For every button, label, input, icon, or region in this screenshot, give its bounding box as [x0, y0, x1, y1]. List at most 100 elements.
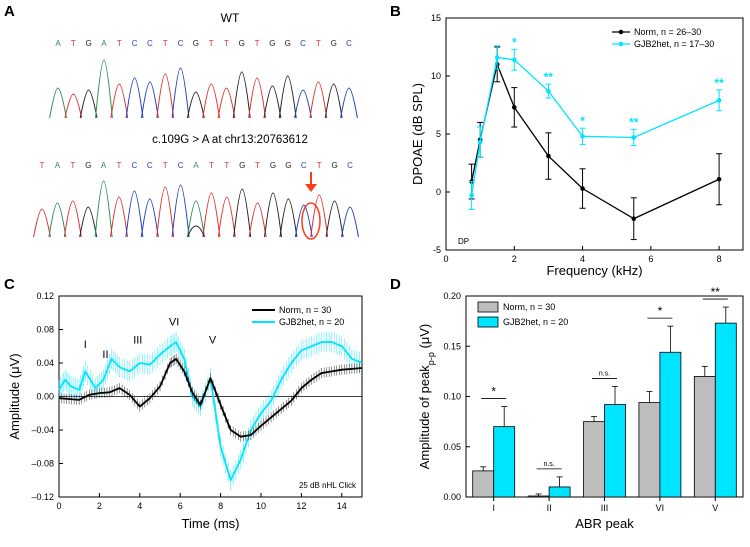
chart-d-significance-label: n.s.	[599, 370, 610, 377]
wt-sequence-base: G	[239, 39, 245, 48]
chart-b-y-tick-label: -5	[433, 245, 441, 255]
panel-d-letter: D	[390, 276, 401, 293]
mutant-sequence-base: G	[331, 161, 337, 170]
panel-d: D 0.00 0.05 0.10 0.15 0.20 I * II n.s. III n.s. VI *…	[390, 276, 744, 531]
mutTrace-peak	[110, 196, 128, 238]
chart-d-norm-bar	[638, 402, 661, 498]
chart-d-y-tick-label: 0.15	[443, 341, 461, 351]
chart-d-x-tick-label: II	[547, 503, 552, 513]
chart-c-y-axis-label: Amplitude (μV)	[7, 353, 22, 439]
wtTrace-peak	[79, 89, 98, 119]
panel-c-letter: C	[4, 276, 15, 293]
wt-sequence-base: C	[346, 39, 352, 48]
chart-d-y-axis-label-subscript: p-p	[426, 352, 436, 365]
chart-d-significance-label: *	[491, 385, 496, 399]
mutant-sequence-base: G	[285, 161, 291, 170]
mutTrace-peak	[171, 184, 190, 238]
chart-d-x-tick-label: VI	[656, 503, 665, 513]
mutant-sequence-base: G	[239, 161, 245, 170]
mutant-sequence-base: A	[55, 161, 61, 170]
mutTrace-peak	[63, 200, 82, 238]
wt-sequence-base: T	[224, 39, 229, 48]
mutTrace-peak	[125, 190, 144, 238]
chart-b-gjb2het-point	[494, 55, 500, 60]
mutant-sequence-base: T	[255, 161, 260, 170]
wtTrace-peak	[278, 75, 297, 119]
mutTrace-peak	[33, 208, 51, 238]
chart-d-significance-label: n.s.	[543, 461, 554, 468]
chart-d-significance-label: *	[658, 304, 663, 318]
wt-sequence-base: G	[285, 39, 291, 48]
mutTrace-peak	[79, 206, 98, 238]
mutTrace-peak	[325, 200, 344, 238]
panel-b-letter: B	[390, 3, 401, 20]
chart-c-peak-label: II	[102, 349, 108, 361]
chart-d-gjb2het-bar	[714, 322, 737, 498]
chart-b-x-tick-label: 6	[648, 254, 653, 264]
wt-sequence-base: C	[300, 39, 306, 48]
chart-c-x-tick-label: 12	[296, 501, 306, 511]
mutTrace-peak	[310, 194, 329, 238]
chart-d-norm-bar	[527, 495, 550, 498]
wtTrace-peak	[95, 59, 113, 119]
mutant-sequence-base: A	[101, 161, 107, 170]
wt-label: WT	[221, 11, 240, 25]
chart-c-stimulus-annotation: 25 dB nHL Click	[299, 481, 357, 490]
wtTrace-peak	[294, 89, 312, 119]
chart-c-y-tick-label: 0.12	[36, 291, 54, 301]
mutTrace-peak	[202, 192, 221, 238]
chart-b-norm-legend-marker	[618, 29, 624, 35]
chart-c-norm-waveform	[58, 357, 363, 438]
chart-c-peak-label: I	[84, 339, 87, 351]
chart-b-x-tick-label: 4	[580, 254, 585, 264]
chart-d-gjb2het-legend-label: GJB2het, n = 20	[503, 317, 568, 327]
chart-c-peak-label: III	[133, 335, 142, 347]
chart-c-y-tick-label: –0.08	[31, 459, 54, 469]
mutTrace-peak	[279, 198, 298, 238]
chart-b-norm-point	[511, 105, 517, 110]
chart-c-y-tick-label: 0.00	[36, 392, 54, 402]
chart-b-significance-marker: *	[512, 35, 517, 49]
mutTrace-peak	[187, 200, 205, 238]
wt-sequence-base: G	[331, 39, 337, 48]
chart-c-y-tick-label: 0.04	[36, 358, 54, 368]
mutTrace-peak	[94, 180, 113, 238]
chart-c-peak-label: V	[209, 335, 217, 347]
mutant-sequence-base: C	[132, 161, 138, 170]
mutant-sequence-base: C	[178, 161, 184, 170]
chart-d-y-tick-label: 0.10	[443, 392, 461, 402]
chart-d-y-axis-label-unit: (μV)	[417, 324, 432, 352]
mutant-sequence-base: T	[40, 161, 45, 170]
chart-c-x-tick-label: 8	[218, 501, 223, 511]
chart-b-significance-marker: **	[544, 70, 554, 84]
chart-b-annotation: DP	[458, 237, 469, 246]
chart-b-gjb2het-point	[546, 88, 551, 94]
chart-b-y-tick-label: 5	[436, 129, 441, 139]
chart-b-norm-point	[580, 186, 585, 191]
chart-c-x-tick-label: 10	[256, 501, 266, 511]
mutTrace-peak	[294, 204, 313, 238]
chart-c-y-tick-label: 0.08	[36, 325, 54, 335]
wtTrace-peak	[49, 87, 67, 119]
abr-amplitude-bar-chart: 0.00 0.05 0.10 0.15 0.20 I * II n.s. III n.s. VI * V *…	[417, 285, 744, 531]
mutTrace-peak	[233, 188, 252, 238]
mutTrace-overlay-peak	[187, 225, 205, 238]
chart-c-x-axis-label: Time (ms)	[181, 516, 239, 531]
chart-b-gjb2het-point	[716, 98, 722, 103]
mutTrace-peak	[264, 192, 282, 238]
mutant-sequence-base: C	[301, 161, 307, 170]
wtTrace-peak	[186, 91, 205, 119]
mutant-sequence-base: T	[70, 161, 75, 170]
wtTrace-peak	[324, 83, 343, 119]
chart-d-norm-legend-swatch	[477, 301, 499, 313]
mutant-sequence-base: T	[117, 161, 122, 170]
mutation-highlight-ring	[301, 202, 321, 240]
chart-b-x-tick-label: 2	[512, 254, 517, 264]
mutant-sequence-base: T	[163, 161, 168, 170]
mutation-arrow-icon	[305, 172, 317, 192]
wtTrace-peak	[125, 77, 144, 119]
